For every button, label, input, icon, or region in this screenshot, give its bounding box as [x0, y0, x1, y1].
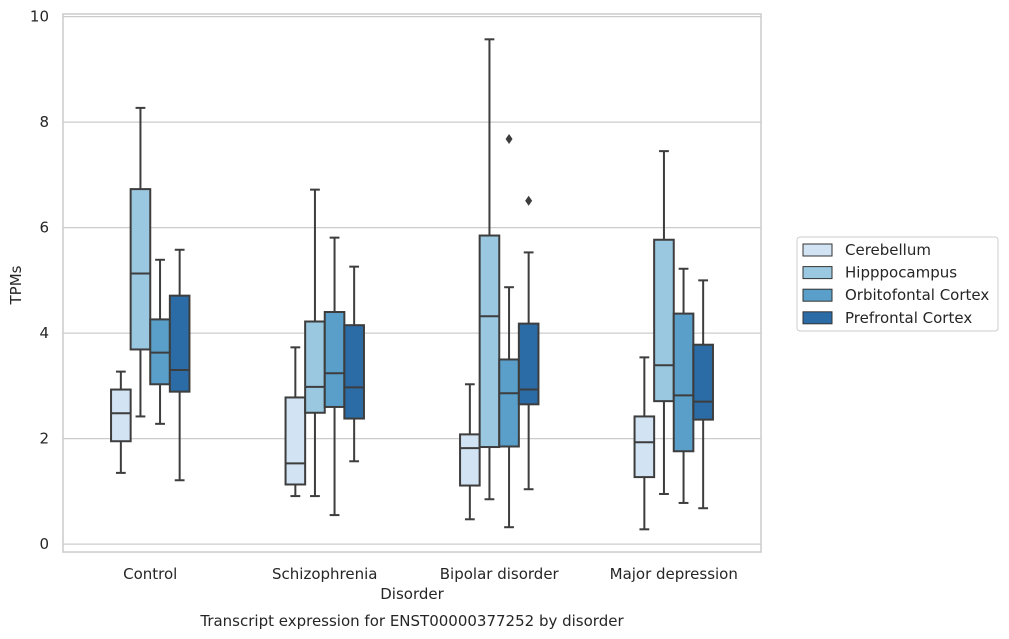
y-axis-title: TPMs	[7, 265, 25, 305]
legend: Cerebellum Hipppocampus Orbitofontal Corte…	[796, 236, 999, 332]
y-tick-label: 2	[39, 430, 49, 448]
legend-label: Orbitofontal Cortex	[845, 286, 989, 304]
box-orbitofontal-cortex	[323, 311, 346, 408]
box-prefrontal-cortex	[168, 294, 191, 393]
legend-label: Hipppocampus	[845, 264, 957, 282]
x-tick-label: Schizophrenia	[272, 565, 377, 583]
legend-frame	[796, 236, 999, 332]
box-cerebellum	[633, 415, 656, 479]
plot-frame	[62, 13, 762, 553]
box-prefrontal-cortex	[692, 343, 714, 421]
y-tick-label: 8	[39, 113, 49, 131]
y-tick-label: 6	[39, 219, 49, 237]
legend-swatch	[802, 266, 833, 280]
y-tick-label: 0	[39, 535, 49, 553]
outlier-point	[525, 195, 533, 206]
box-plot-area	[110, 38, 714, 531]
y-tick-label: 4	[39, 324, 49, 342]
legend-swatch	[802, 311, 833, 325]
legend-swatch	[802, 243, 833, 257]
box-prefrontal-cortex	[343, 324, 365, 420]
box-cerebellum	[284, 396, 307, 486]
legend-label: Cerebellum	[845, 241, 931, 259]
box-prefrontal-cortex	[517, 322, 540, 406]
x-tick-label: Control	[123, 565, 177, 583]
x-axis: Control Schizophrenia Bipolar disorder Majo…	[123, 565, 738, 583]
box-orbitofontal-cortex	[498, 358, 520, 448]
box-cerebellum	[110, 388, 132, 443]
box-hipppocampus	[478, 234, 501, 449]
chart-title: Transcript expression for ENST0000037725…	[199, 612, 624, 630]
x-tick-label: Bipolar disorder	[440, 565, 560, 583]
outlier-point	[505, 134, 513, 145]
y-axis: 0 2 4 6 8 10	[30, 8, 49, 553]
y-tick-label: 10	[30, 8, 49, 26]
box-hipppocampus	[129, 188, 152, 351]
legend-label: Prefrontal Cortex	[845, 309, 972, 327]
x-tick-label: Major depression	[610, 565, 738, 583]
legend-swatch	[802, 288, 833, 302]
box-cerebellum	[459, 433, 481, 487]
box-hipppocampus	[304, 320, 326, 414]
x-axis-title: Disorder	[380, 585, 444, 603]
box-hipppocampus	[653, 238, 675, 403]
box-orbitofontal-cortex	[672, 312, 695, 453]
